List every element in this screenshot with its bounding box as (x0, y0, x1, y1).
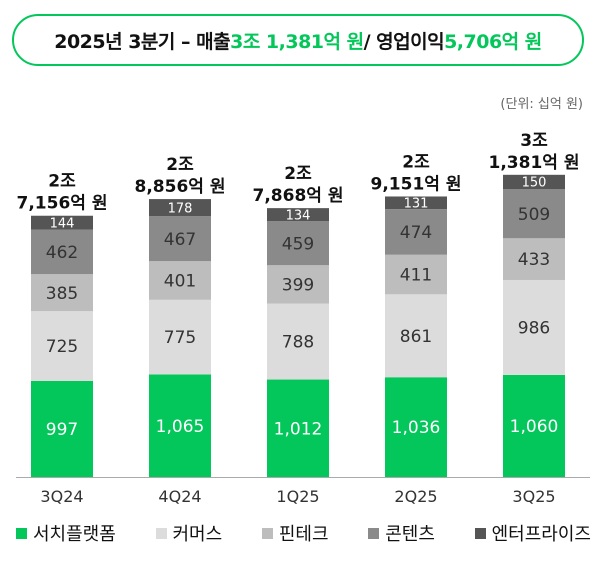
bar-search-4Q24 (149, 374, 211, 477)
bar-label-contents-4Q24: 467 (164, 230, 196, 250)
total-label-line2-3Q24: 7,156억 원 (17, 194, 108, 214)
bar-label-enterprise-4Q24: 178 (168, 201, 193, 216)
legend-label-search: 서치플랫폼 (33, 524, 116, 545)
bar-search-1Q25 (267, 379, 329, 477)
bar-fintech-1Q25 (267, 265, 329, 304)
legend-label-commerce: 커머스 (172, 524, 223, 545)
bar-commerce-1Q25 (267, 303, 329, 380)
headline-prefix: 2025년 3분기 – 매출 (54, 30, 231, 53)
chart-legend: 서치플랫폼 커머스 핀테크 콘텐츠 엔터프라이즈 (16, 520, 591, 546)
bar-commerce-3Q25 (503, 279, 565, 375)
total-label-line2-2Q25: 9,151억 원 (371, 174, 462, 194)
bar-label-search-3Q25: 1,060 (510, 417, 559, 437)
legend-label-fintech: 핀테크 (278, 524, 329, 545)
bar-label-commerce-1Q25: 788 (282, 333, 314, 353)
bar-enterprise-3Q24 (31, 215, 93, 230)
legend-label-enterprise: 엔터프라이즈 (491, 524, 591, 545)
bar-label-fintech-1Q25: 399 (282, 276, 314, 296)
total-label-line2-1Q25: 7,868억 원 (253, 186, 344, 206)
x-tick-label-4Q24: 4Q24 (158, 487, 201, 506)
bar-label-fintech-4Q24: 401 (164, 272, 196, 292)
bar-search-3Q25 (503, 374, 565, 477)
bar-label-search-1Q25: 1,012 (274, 419, 323, 439)
bar-label-fintech-2Q25: 411 (400, 266, 432, 286)
bar-label-contents-2Q25: 474 (400, 223, 432, 243)
bar-label-contents-1Q25: 459 (282, 234, 314, 254)
headline-box: 2025년 3분기 – 매출 3조 1,381억 원 / 영업이익 5,706억… (12, 14, 584, 66)
bar-fintech-4Q24 (149, 261, 211, 300)
bar-label-commerce-4Q24: 775 (164, 328, 196, 348)
x-tick-label-3Q24: 3Q24 (40, 487, 83, 506)
headline-separator: / 영업이익 (363, 30, 445, 53)
legend-swatch-fintech (261, 527, 273, 539)
legend-swatch-contents (368, 527, 380, 539)
bar-label-commerce-2Q25: 861 (400, 327, 432, 347)
legend-swatch-enterprise (474, 527, 486, 539)
bar-label-enterprise-1Q25: 134 (286, 208, 311, 223)
legend-label-contents: 콘텐츠 (385, 524, 435, 545)
bar-enterprise-4Q24 (149, 199, 211, 217)
bar-label-enterprise-3Q25: 150 (522, 176, 547, 191)
bar-commerce-4Q24 (149, 299, 211, 375)
x-tick-label-2Q25: 2Q25 (394, 487, 437, 506)
bar-label-enterprise-3Q24: 144 (50, 216, 75, 231)
total-label-line1-3Q24: 2조 (48, 172, 76, 192)
bar-search-3Q24 (31, 380, 93, 477)
bar-label-search-3Q24: 997 (46, 420, 78, 440)
bar-contents-3Q25 (503, 189, 565, 239)
legend-item-fintech: 핀테크 (261, 520, 329, 546)
bar-commerce-2Q25 (385, 294, 447, 378)
total-label-line2-3Q25: 1,381억 원 (489, 153, 580, 173)
bar-search-2Q25 (385, 377, 447, 477)
bar-label-commerce-3Q25: 986 (518, 319, 550, 339)
bar-label-fintech-3Q24: 385 (46, 284, 78, 304)
bar-contents-2Q25 (385, 209, 447, 255)
total-label-line1-3Q25: 3조 (520, 131, 548, 151)
bar-label-enterprise-2Q25: 131 (404, 196, 429, 211)
total-label-line1-2Q25: 2조 (402, 152, 430, 172)
bar-contents-1Q25 (267, 221, 329, 266)
bar-label-contents-3Q24: 462 (46, 243, 78, 263)
headline-revenue: 3조 1,381억 원 (230, 30, 364, 53)
legend-swatch-commerce (155, 527, 167, 539)
bar-enterprise-2Q25 (385, 196, 447, 210)
legend-item-search: 서치플랫폼 (16, 520, 116, 546)
total-label-line2-4Q24: 8,856억 원 (135, 177, 226, 197)
bar-fintech-3Q25 (503, 238, 565, 280)
bar-contents-4Q24 (149, 216, 211, 262)
legend-item-contents: 콘텐츠 (368, 520, 435, 546)
legend-item-enterprise: 엔터프라이즈 (474, 520, 591, 546)
bar-label-search-4Q24: 1,065 (156, 417, 205, 437)
bar-fintech-3Q24 (31, 274, 93, 312)
total-label-line1-1Q25: 2조 (284, 164, 312, 184)
total-label-line1-4Q24: 2조 (166, 155, 194, 175)
bar-label-search-2Q25: 1,036 (392, 418, 441, 438)
legend-item-commerce: 커머스 (155, 520, 223, 546)
bar-label-commerce-3Q24: 725 (46, 337, 78, 357)
x-tick-label-1Q25: 1Q25 (276, 487, 319, 506)
bar-label-contents-3Q25: 509 (518, 205, 550, 225)
bar-commerce-3Q24 (31, 311, 93, 381)
headline-operating-profit: 5,706억 원 (444, 30, 542, 53)
unit-note: (단위: 십억 원) (500, 97, 583, 112)
bar-fintech-2Q25 (385, 254, 447, 295)
bar-enterprise-1Q25 (267, 208, 329, 222)
bar-enterprise-3Q25 (503, 174, 565, 190)
x-tick-label-3Q25: 3Q25 (512, 487, 555, 506)
bar-contents-3Q24 (31, 229, 93, 275)
legend-swatch-search (16, 527, 27, 539)
bar-label-fintech-3Q25: 433 (518, 250, 550, 270)
